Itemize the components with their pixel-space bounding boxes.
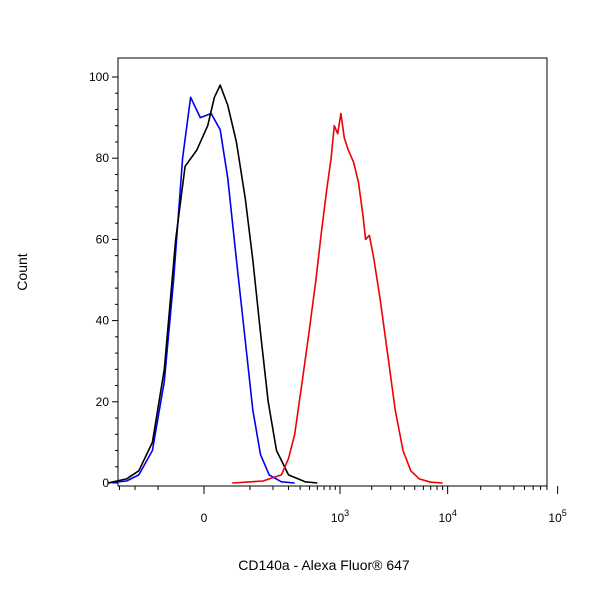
x-tick-label: 105	[548, 508, 566, 525]
x-axis-title: CD140a - Alexa Fluor® 647	[238, 557, 410, 573]
y-tick-label: 40	[96, 314, 110, 328]
y-tick-label: 20	[96, 395, 110, 409]
y-axis: 0 20 40 60 80 100	[89, 70, 118, 490]
series-layer	[107, 84, 443, 484]
x-tick-labels: 0 103 104 105	[201, 508, 567, 525]
series-line-1	[107, 96, 295, 484]
plot-frame	[117, 57, 548, 487]
x-tick-label: 0	[201, 511, 208, 525]
y-tick-label: 0	[102, 476, 109, 490]
x-tick-label: 104	[438, 508, 456, 525]
x-tick-label: 103	[331, 508, 349, 525]
series-line-2	[107, 84, 318, 484]
y-tick-label: 80	[96, 151, 110, 165]
y-tick-label: 100	[89, 70, 109, 84]
y-axis-title: Count	[14, 253, 30, 290]
x-axis	[119, 486, 559, 494]
y-tick-label: 60	[96, 232, 110, 246]
series-line-3	[232, 112, 443, 484]
